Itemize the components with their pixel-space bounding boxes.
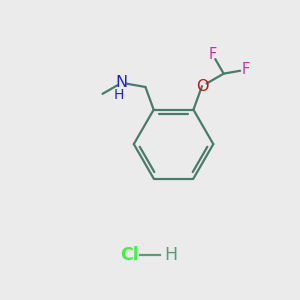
- Text: F: F: [208, 47, 217, 62]
- Text: O: O: [196, 79, 208, 94]
- Text: Cl: Cl: [120, 245, 139, 263]
- Text: H: H: [164, 245, 177, 263]
- Text: H: H: [114, 88, 124, 102]
- Text: F: F: [241, 62, 250, 77]
- Text: N: N: [116, 75, 128, 90]
